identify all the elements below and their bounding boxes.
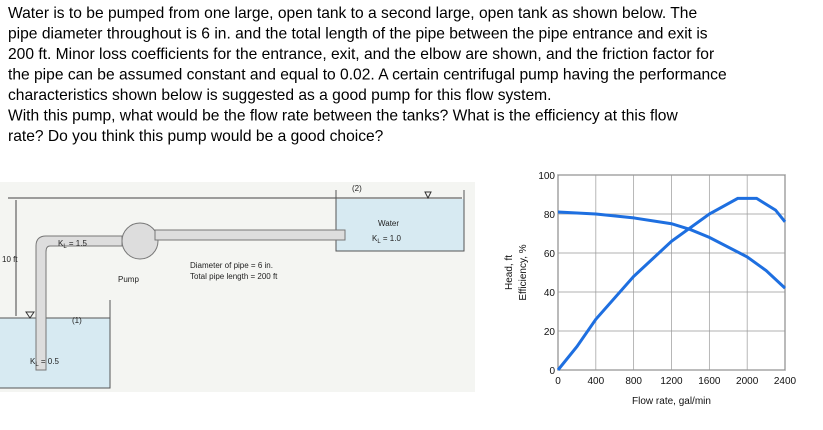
- k: K: [58, 239, 64, 248]
- suction-pipe: [35, 235, 123, 371]
- problem-line: With this pump, what would be the flow r…: [8, 108, 678, 125]
- x-tick-label: 1200: [660, 376, 683, 387]
- k-label: KL = 1.5: [58, 239, 87, 250]
- y-tick-label: 80: [544, 210, 556, 221]
- k-sub: L: [63, 244, 67, 250]
- x-axis-label: Flow rate, gal/min: [632, 396, 711, 407]
- k-rest: = 1.5: [67, 239, 88, 248]
- y-tick-label: 0: [549, 366, 555, 377]
- point-label: (1): [72, 316, 82, 325]
- problem-line: characteristics shown below is suggested…: [8, 87, 551, 104]
- problem-line: rate? Do you think this pump would be a …: [8, 128, 384, 145]
- y-tick-label: 40: [544, 288, 556, 299]
- surface-marker: [424, 191, 432, 200]
- upper-tank-water: [336, 199, 464, 251]
- x-tick-label: 400: [587, 376, 604, 387]
- curve: [557, 210, 787, 290]
- k: K: [372, 234, 378, 243]
- x-tick-label: 0: [555, 376, 561, 387]
- discharge-pipe: [154, 229, 346, 241]
- height-label: 10 ft: [2, 255, 18, 264]
- k: K: [30, 357, 36, 366]
- y-tick-label: 100: [538, 171, 555, 182]
- water-label: Water: [378, 219, 399, 228]
- y-tick-label: 20: [544, 327, 556, 338]
- diagram: (2) Water KL = 1.0 KL = 1.5 Pump Diamete…: [0, 182, 475, 392]
- lower-tank-water: [0, 318, 110, 388]
- curve: [556, 196, 787, 371]
- k-label: KL = 0.5: [30, 357, 59, 368]
- length-label: Total pipe length = 200 ft: [190, 272, 278, 281]
- problem-line: the pipe can be assumed constant and equ…: [8, 67, 727, 84]
- k-rest: = 0.5: [39, 357, 60, 366]
- lower-tank: [0, 300, 111, 389]
- pump-body: [121, 222, 159, 260]
- problem-line: 200 ft. Minor loss coefficients for the …: [8, 46, 714, 63]
- surface-marker: [25, 311, 35, 319]
- point-label: (2): [352, 184, 362, 193]
- x-tick-label: 2400: [774, 376, 797, 387]
- upper-tank: [335, 190, 465, 252]
- problem-line: Water is to be pumped from one large, op…: [8, 5, 697, 22]
- y-tick-label: 60: [544, 249, 556, 260]
- k-label: KL = 1.0: [372, 234, 401, 245]
- k-rest: = 1.0: [381, 234, 402, 243]
- x-tick-label: 800: [625, 376, 642, 387]
- x-tick-label: 2000: [736, 376, 759, 387]
- pump-label: Pump: [118, 275, 139, 284]
- k-sub: L: [377, 239, 381, 245]
- y-axis-label: Head, ft: [504, 255, 515, 290]
- problem-line: pipe diameter throughout is 6 in. and th…: [8, 26, 708, 43]
- k-sub: L: [35, 362, 39, 368]
- y-axis-label: Efficiency, %: [518, 244, 529, 300]
- diameter-label: Diameter of pipe = 6 in.: [190, 261, 273, 270]
- x-tick-label: 1600: [698, 376, 721, 387]
